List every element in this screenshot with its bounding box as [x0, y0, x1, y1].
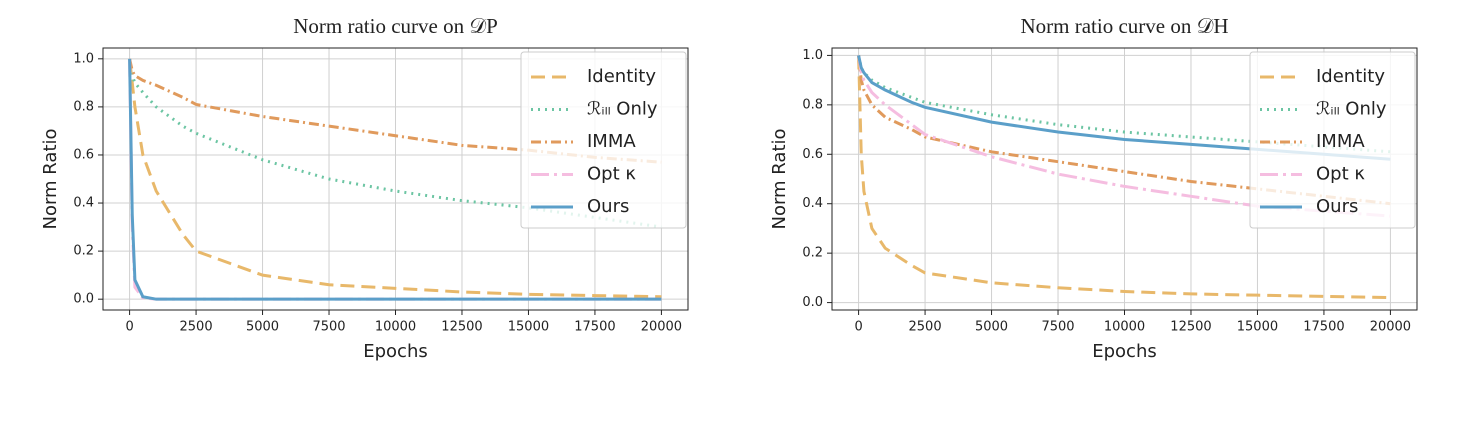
legend-label: Opt κ [1316, 164, 1365, 185]
x-tick-label: 5000 [975, 320, 1008, 335]
y-axis-label: Norm Ratio [769, 128, 790, 229]
legend-label: Ours [1316, 196, 1358, 217]
y-tick-label: 0.2 [802, 246, 823, 261]
line-series [128, 58, 662, 299]
x-tick-label: 5000 [246, 320, 279, 335]
y-tick-label: 0.6 [802, 147, 823, 162]
x-tick-label: 7500 [1041, 320, 1074, 335]
line-series [857, 55, 1391, 206]
legend-label: IMMA [1316, 131, 1365, 152]
legend-label: Opt κ [587, 164, 636, 185]
x-tick-label: 20000 [1370, 320, 1411, 335]
y-axis-label: Norm Ratio [40, 128, 61, 229]
line-series [128, 58, 662, 229]
y-tick-label: 0.6 [73, 147, 94, 162]
plot-frame [831, 47, 1418, 311]
line-series [857, 55, 1391, 161]
chart-title: Norm ratio curve on 𝒟P [293, 14, 498, 38]
chart-title: Norm ratio curve on 𝒟H [1020, 14, 1228, 38]
x-tick-label: 2500 [909, 320, 942, 335]
x-axis-label: Epochs [363, 341, 428, 362]
legend-label: ℛᵢₗₗ Only [1316, 99, 1387, 120]
legend-label: Identity [1316, 66, 1385, 87]
legend: Identity ℛᵢₗₗ Only IMMA Opt κ Ours [520, 51, 687, 229]
x-tick-label: 12500 [441, 320, 482, 335]
y-tick-label: 0.2 [73, 244, 94, 259]
line-series [857, 55, 1391, 154]
x-tick-label: 17500 [1303, 320, 1344, 335]
legend-box [1249, 51, 1416, 229]
legend-label: Ours [587, 196, 629, 217]
legend-label: ℛᵢₗₗ Only [587, 99, 658, 120]
x-tick-label: 12500 [1170, 320, 1211, 335]
x-tick-label: 0 [854, 320, 862, 335]
y-tick-label: 0.0 [802, 295, 823, 310]
legend-box [520, 51, 687, 229]
x-tick-label: 2500 [180, 320, 213, 335]
line-series [128, 58, 662, 301]
x-tick-label: 17500 [574, 320, 615, 335]
y-tick-label: 0.8 [802, 97, 823, 112]
x-tick-label: 15000 [1237, 320, 1278, 335]
plot-frame [102, 47, 689, 311]
subplot: Norm ratio curve on 𝒟P 0 2500 5000 7500 10000… [40, 14, 689, 362]
x-tick-label: 10000 [375, 320, 416, 335]
x-tick-label: 20000 [641, 320, 682, 335]
x-axis-label: Epochs [1092, 341, 1157, 362]
x-tick-label: 0 [125, 320, 133, 335]
line-series [128, 58, 662, 301]
line-series [857, 55, 1391, 218]
legend: Identity ℛᵢₗₗ Only IMMA Opt κ Ours [1249, 51, 1416, 229]
x-tick-label: 10000 [1104, 320, 1145, 335]
legend-label: Identity [587, 66, 656, 87]
y-tick-label: 0.4 [802, 196, 823, 211]
legend-label: IMMA [587, 131, 636, 152]
line-series [857, 55, 1391, 300]
x-tick-label: 7500 [312, 320, 345, 335]
y-tick-label: 0.4 [73, 196, 94, 211]
y-tick-label: 1.0 [802, 48, 823, 63]
x-tick-label: 15000 [508, 320, 549, 335]
subplot: Norm ratio curve on 𝒟H 0 2500 5000 7500 10000… [769, 14, 1418, 362]
y-tick-label: 1.0 [73, 51, 94, 66]
y-tick-label: 0.8 [73, 99, 94, 114]
y-tick-label: 0.0 [73, 292, 94, 307]
